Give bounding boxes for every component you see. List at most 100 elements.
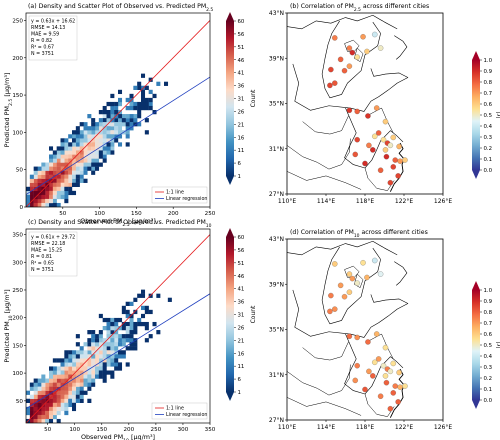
density-bin: [95, 162, 100, 167]
density-bin: [72, 406, 77, 412]
y-tick-label: 50: [16, 168, 24, 174]
density-bin: [72, 394, 77, 399]
density-bin: [49, 162, 54, 167]
density-bin: [148, 309, 153, 315]
colorbar-tick-label: 46: [238, 274, 245, 280]
density-bin: [152, 93, 157, 99]
city-point: [341, 293, 348, 300]
density-bin: [95, 154, 100, 159]
city-point: [346, 289, 353, 295]
density-bin: [68, 386, 73, 391]
density-bin: [110, 321, 115, 327]
density-bin: [87, 142, 92, 147]
density-bin: [37, 182, 42, 187]
density-bin: [75, 178, 80, 183]
density-bin: [79, 130, 84, 135]
density-bin: [79, 138, 84, 143]
density-bin: [41, 382, 46, 387]
plot-frame: [25, 12, 211, 208]
density-bin: [79, 158, 84, 163]
density-bin: [68, 150, 73, 155]
density-bin: [60, 190, 65, 196]
lat-tick-label: 31°N: [269, 146, 284, 153]
boundary-henan: [302, 341, 349, 361]
colorbar-tick-label: 16: [238, 351, 245, 357]
density-bin: [118, 101, 123, 107]
density-bin: [91, 130, 96, 135]
density-bin: [72, 398, 77, 403]
density-bin: [98, 362, 103, 367]
city-point: [328, 66, 334, 73]
density-bin: [106, 130, 111, 135]
density-bin: [79, 358, 84, 363]
density-bin: [95, 338, 100, 343]
density-bin: [114, 354, 119, 359]
density-bin: [64, 354, 69, 359]
density-bin: [29, 386, 34, 391]
density-bin: [45, 418, 50, 423]
density-bin: [72, 350, 77, 355]
density-bin: [41, 182, 46, 187]
density-bin: [106, 334, 111, 339]
boundary-jiangsu-north: [368, 333, 394, 360]
city-point: [392, 383, 398, 389]
density-bin: [56, 402, 61, 408]
density-bin: [141, 305, 146, 311]
density-bin: [91, 138, 96, 143]
density-bin: [72, 134, 77, 139]
density-bin: [72, 154, 77, 159]
density-bin: [33, 402, 38, 408]
city-point: [382, 147, 389, 153]
city-point: [337, 56, 344, 63]
density-bin: [64, 366, 69, 371]
density-bin: [95, 342, 100, 347]
density-bin: [60, 170, 65, 175]
density-bin: [29, 394, 34, 399]
city-point: [380, 362, 387, 369]
density-bin: [75, 342, 80, 347]
density-bin: [95, 130, 100, 135]
density-bin: [98, 146, 103, 151]
density-bin: [75, 162, 80, 167]
density-bin: [137, 317, 142, 323]
density-bin: [102, 150, 107, 155]
x-tick-label: 300: [178, 427, 189, 433]
density-bin: [110, 362, 115, 367]
city-point: [354, 136, 360, 143]
colorbar-tick-label: 60: [238, 19, 245, 25]
density-bin: [102, 138, 107, 143]
density-bin: [37, 178, 42, 183]
y-axis-label: Predicted PM2.5 [μg/m³]: [3, 73, 14, 148]
density-bin: [87, 342, 92, 347]
density-bin: [121, 326, 126, 331]
density-bin: [37, 174, 42, 179]
density-bin: [133, 321, 138, 327]
density-bin: [68, 382, 73, 387]
density-bin: [68, 158, 73, 163]
density-bin: [98, 313, 103, 319]
density-bin: [91, 330, 96, 335]
density-bin: [45, 170, 50, 175]
density-bin: [114, 317, 119, 323]
density-bin: [60, 182, 65, 187]
x-tick-label: 200: [168, 211, 179, 217]
colorbar-tick-label: 26: [238, 109, 245, 115]
density-bin: [125, 105, 130, 111]
density-bin: [106, 317, 111, 323]
plot-area: [26, 20, 210, 207]
density-bin: [95, 166, 100, 171]
density-bin: [79, 162, 84, 167]
density-bin: [60, 158, 65, 163]
density-bin: [33, 378, 38, 383]
density-bin: [83, 142, 88, 147]
density-bin: [87, 338, 92, 343]
city-point: [328, 292, 334, 299]
density-bin: [68, 178, 73, 183]
density-bin: [106, 350, 111, 355]
density-bin: [114, 101, 119, 107]
city-point: [332, 80, 338, 86]
density-bin: [33, 178, 38, 183]
density-bin: [106, 362, 111, 367]
density-bin: [102, 338, 107, 343]
density-bin: [60, 386, 65, 391]
